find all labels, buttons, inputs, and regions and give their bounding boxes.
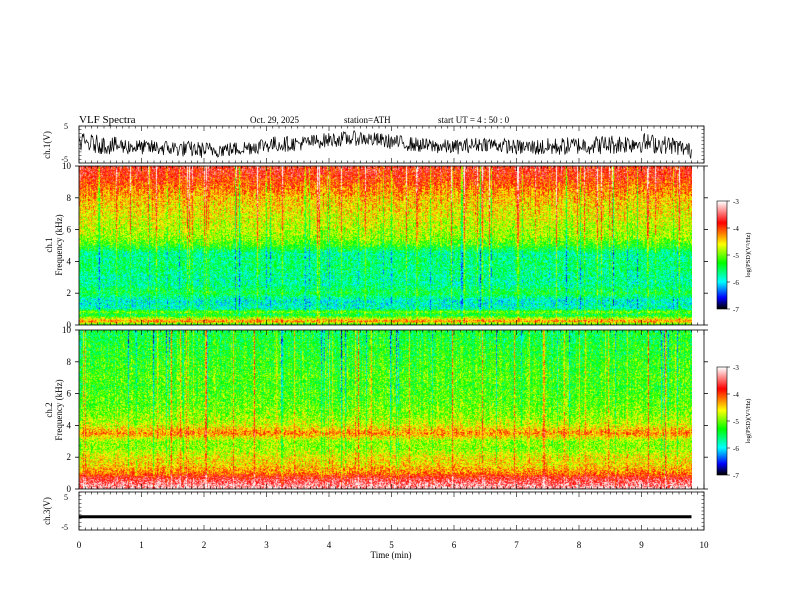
x-tick-label: 5: [389, 540, 394, 550]
spectrogram-top-ylabel-freq: Frequency (kHz): [54, 214, 64, 275]
x-tick-label: 4: [327, 540, 332, 550]
colorbar-bottom-label: log(PSD)(V²/Hz): [745, 399, 752, 444]
ch3-frame: [78, 491, 705, 531]
spectrogram-bottom-raster: [79, 330, 692, 489]
ch1-waveform-line: [78, 130, 692, 160]
x-tick-label: 10: [700, 540, 710, 550]
spectrogram-top-image: [79, 166, 692, 325]
ch1-ytick-top: 5: [64, 122, 68, 131]
spectrogram-top-ytick-label: 6: [67, 225, 72, 235]
ch3-ylabel: ch.3(V): [42, 497, 52, 525]
spectrogram-top-ytick-label: 2: [67, 288, 72, 298]
spectrogram-bottom-ytick-label: 8: [67, 357, 72, 367]
start-time-label: start UT = 4 : 50 : 0: [438, 115, 510, 125]
spectrogram-top-ytick-label: 8: [67, 193, 72, 203]
colorbar-top: -3 -4 -5 -6 -7 log(PSD)(V²/Hz): [716, 198, 752, 314]
x-tick-label: 2: [202, 540, 207, 550]
colorbar-top-tick-label: -4: [733, 225, 739, 233]
spectrogram-bottom-ytick-label: 2: [67, 452, 72, 462]
spectrogram-bottom-ytick-label: 10: [62, 325, 72, 335]
figure-title: VLF Spectra: [79, 114, 136, 126]
x-tick-label: 8: [577, 540, 582, 550]
ch1-panel: ch.1(V) 5 -5: [42, 122, 705, 164]
spectrogram-bottom-ylabel-freq: Frequency (kHz): [54, 379, 64, 440]
colorbar-top-label: log(PSD)(V²/Hz): [745, 233, 752, 278]
spectrogram-bottom-panel: ch.2 Frequency (kHz) 0 2 4 6 8 10: [44, 325, 708, 494]
x-tick-label: 7: [514, 540, 519, 550]
spectrogram-bottom-ylabel: ch.2: [44, 402, 54, 417]
spectrogram-top-ytick-label: 4: [67, 256, 72, 266]
spectrogram-bottom-ytick-label: 6: [67, 389, 72, 399]
x-tick-label: 3: [264, 540, 269, 550]
spectrogram-top-panel: ch.1 Frequency (kHz) 0 2 4 6 8 10: [44, 161, 708, 330]
ch1-waveform-trace: [78, 130, 692, 160]
colorbar-top-tick-label: -6: [733, 279, 739, 287]
colorbar-bottom-tick-label: -5: [733, 418, 739, 426]
x-tick-label: 0: [77, 540, 82, 550]
colorbar-top-tick-label: -5: [733, 252, 739, 260]
x-tick-label: 6: [452, 540, 457, 550]
station-label: station=ATH: [344, 115, 391, 125]
colorbar-bottom-tick-label: -3: [733, 364, 739, 372]
colorbar-bottom-gradient: [717, 367, 727, 475]
time-axis: 0 1 2 3 4 5 6 7 8 9 10: [77, 125, 710, 550]
date-label: Oct. 29, 2025: [250, 115, 299, 125]
colorbar-bottom-tick-label: -4: [733, 391, 739, 399]
spectrogram-bottom-image: [79, 330, 692, 489]
ch1-ylabel: ch.1(V): [42, 131, 52, 159]
ch1-ytick-bottom: -5: [61, 155, 68, 164]
colorbar-top-tick-label: -7: [733, 306, 739, 314]
spectrogram-top-ylabel: ch.1: [44, 237, 54, 252]
spectrogram-bottom-ytick-label: 0: [67, 484, 72, 494]
spectrogram-top-ytick-label: 10: [62, 161, 72, 171]
spectrogram-top-raster: [79, 166, 692, 325]
time-axis-label: Time (min): [371, 550, 412, 560]
colorbar-bottom: -3 -4 -5 -6 -7 log(PSD)(V²/Hz): [716, 364, 752, 480]
colorbar-bottom-tick-label: -7: [733, 472, 739, 480]
spectrogram-top-yticks: 0 2 4 6 8 10: [62, 161, 708, 330]
colorbar-top-gradient: [717, 201, 727, 309]
x-tick-label: 1: [139, 540, 144, 550]
colorbar-bottom-tick-label: -6: [733, 445, 739, 453]
spectrogram-top-ytick-label: 0: [67, 320, 72, 330]
spectrogram-bottom-yticks: 0 2 4 6 8 10: [62, 325, 708, 494]
spectrogram-bottom-ytick-label: 4: [67, 420, 72, 430]
ch3-panel: ch.3(V) 5 -5: [42, 491, 705, 532]
x-tick-label: 9: [639, 540, 644, 550]
ch3-ytick-top: 5: [64, 493, 68, 502]
colorbar-top-tick-label: -3: [733, 198, 739, 206]
ch3-ytick-bottom: -5: [61, 523, 68, 532]
